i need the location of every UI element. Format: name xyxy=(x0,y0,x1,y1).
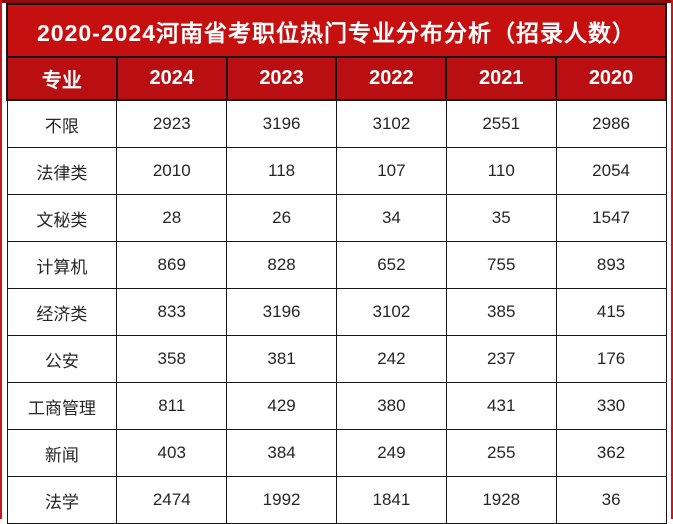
cell-major-label: 法律类 xyxy=(6,147,118,195)
column-header-major: 专业 xyxy=(6,56,118,101)
cell-value: 249 xyxy=(335,429,447,477)
cell-value: 652 xyxy=(335,241,447,289)
cell-value: 176 xyxy=(555,335,667,383)
table-title: 2020-2024河南省考职位热门专业分布分析（招录人数） xyxy=(6,3,667,58)
majors-distribution-table: 2020-2024河南省考职位热门专业分布分析（招录人数） 专业 2024 2023… xyxy=(6,3,667,524)
cell-value: 2010 xyxy=(116,147,228,195)
cell-major-label: 经济类 xyxy=(6,288,118,336)
table-row: 法学 2474 1992 1841 1928 36 xyxy=(6,476,667,524)
cell-value: 828 xyxy=(226,241,337,289)
table-row: 文秘类 28 26 34 35 1547 xyxy=(6,194,667,242)
column-header-2020: 2020 xyxy=(555,56,667,101)
cell-value: 36 xyxy=(555,476,667,524)
cell-major-label: 文秘类 xyxy=(6,194,118,242)
table-row: 公安 358 381 242 237 176 xyxy=(6,335,667,383)
cell-value: 1992 xyxy=(226,476,337,524)
page-right-border-line xyxy=(671,0,673,519)
cell-value: 2054 xyxy=(555,147,667,195)
table-title-row: 2020-2024河南省考职位热门专业分布分析（招录人数） xyxy=(6,3,667,58)
table-row: 经济类 833 3196 3102 385 415 xyxy=(6,288,667,336)
cell-value: 110 xyxy=(445,147,557,195)
cell-value: 242 xyxy=(335,335,447,383)
cell-value: 107 xyxy=(335,147,447,195)
table-row: 不限 2923 3196 3102 2551 2986 xyxy=(6,99,667,148)
cell-major-label: 计算机 xyxy=(6,241,118,289)
cell-value: 2923 xyxy=(116,99,228,148)
table-header-row: 专业 2024 2023 2022 2021 2020 xyxy=(6,56,667,101)
cell-value: 833 xyxy=(116,288,228,336)
cell-value: 381 xyxy=(226,335,337,383)
table-row: 新闻 403 384 249 255 362 xyxy=(6,429,667,477)
cell-value: 2986 xyxy=(555,99,667,148)
cell-value: 869 xyxy=(116,241,228,289)
cell-value: 3196 xyxy=(226,288,337,336)
cell-major-label: 工商管理 xyxy=(6,382,118,430)
cell-major-label: 法学 xyxy=(6,476,118,524)
page-left-border-line xyxy=(0,0,2,519)
cell-value: 755 xyxy=(445,241,557,289)
table-row: 计算机 869 828 652 755 893 xyxy=(6,241,667,289)
cell-value: 3102 xyxy=(335,288,447,336)
cell-value: 26 xyxy=(226,194,337,242)
cell-major-label: 公安 xyxy=(6,335,118,383)
cell-value: 893 xyxy=(555,241,667,289)
cell-value: 431 xyxy=(445,382,557,430)
cell-value: 384 xyxy=(226,429,337,477)
cell-value: 1928 xyxy=(445,476,557,524)
cell-value: 3102 xyxy=(335,99,447,148)
cell-value: 429 xyxy=(226,382,337,430)
cell-value: 1547 xyxy=(555,194,667,242)
cell-value: 2551 xyxy=(445,99,557,148)
cell-value: 330 xyxy=(555,382,667,430)
column-header-2021: 2021 xyxy=(445,56,558,101)
cell-value: 403 xyxy=(116,429,228,477)
cell-value: 35 xyxy=(445,194,557,242)
cell-value: 34 xyxy=(335,194,447,242)
cell-major-label: 不限 xyxy=(6,99,118,148)
cell-value: 415 xyxy=(555,288,667,336)
cell-major-label: 新闻 xyxy=(6,429,118,477)
cell-value: 28 xyxy=(116,194,228,242)
cell-value: 811 xyxy=(116,382,228,430)
cell-value: 380 xyxy=(335,382,447,430)
cell-value: 358 xyxy=(116,335,228,383)
cell-value: 362 xyxy=(555,429,667,477)
column-header-2023: 2023 xyxy=(225,56,338,101)
table-row: 法律类 2010 118 107 110 2054 xyxy=(6,147,667,195)
column-header-2024: 2024 xyxy=(115,56,228,101)
cell-value: 118 xyxy=(226,147,337,195)
table-row: 工商管理 811 429 380 431 330 xyxy=(6,382,667,430)
cell-value: 2474 xyxy=(116,476,228,524)
cell-value: 237 xyxy=(445,335,557,383)
cell-value: 255 xyxy=(445,429,557,477)
cell-value: 3196 xyxy=(226,99,337,148)
table-body: 不限 2923 3196 3102 2551 2986 法律类 2010 118 107 110 20… xyxy=(6,99,667,524)
column-header-2022: 2022 xyxy=(335,56,448,101)
cell-value: 385 xyxy=(445,288,557,336)
page-top-border-line xyxy=(2,0,671,3)
cell-value: 1841 xyxy=(335,476,447,524)
